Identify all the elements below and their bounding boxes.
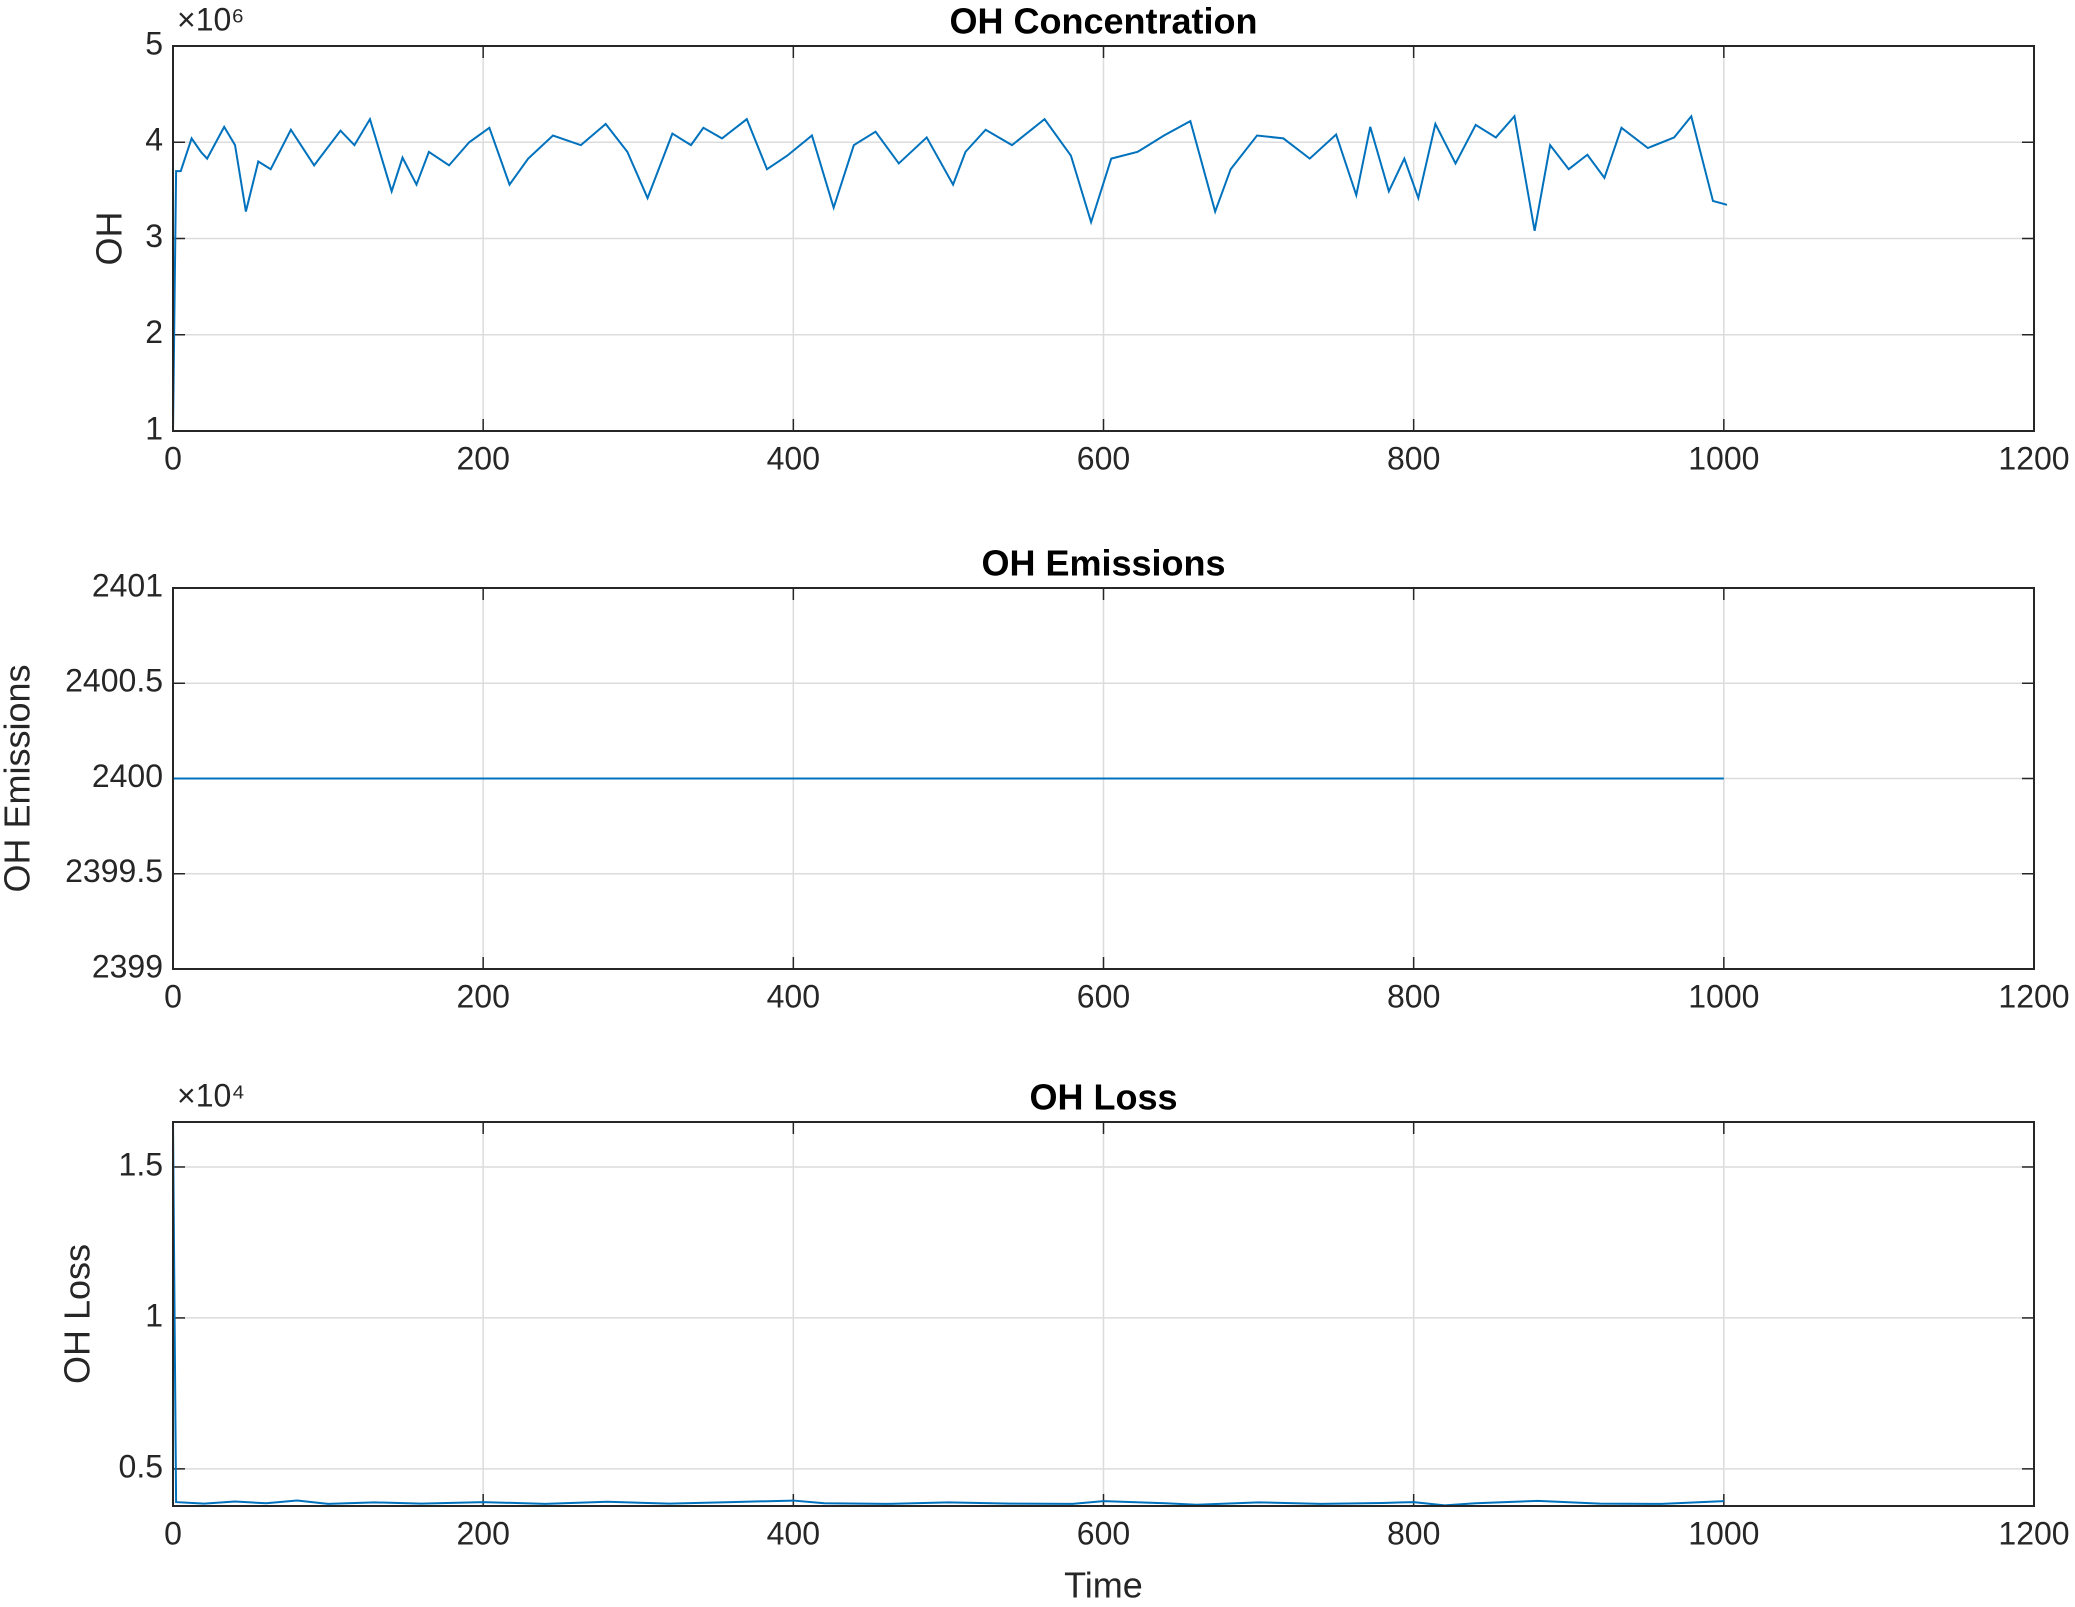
y-axis-label: OH xyxy=(89,212,130,266)
y-axis-label: OH Loss xyxy=(57,1244,98,1384)
y-multiplier: ×10⁶ xyxy=(177,1,244,37)
x-tick-label: 800 xyxy=(1387,440,1440,476)
axes-box xyxy=(172,1121,2035,1507)
y-tick-label: 2401 xyxy=(92,567,163,603)
y-tick-label: 3 xyxy=(145,218,163,254)
y-tick-label: 2 xyxy=(145,314,163,350)
x-tick-label: 400 xyxy=(767,440,820,476)
y-tick-label: 2400.5 xyxy=(65,663,163,699)
y-tick-label: 2399.5 xyxy=(65,853,163,889)
y-tick-label: 1 xyxy=(145,1297,163,1333)
x-tick-label: 400 xyxy=(767,978,820,1014)
data-line xyxy=(172,1121,1724,1507)
y-tick-label: 2400 xyxy=(92,758,163,794)
y-tick-label: 0.5 xyxy=(119,1448,163,1484)
x-tick-label: 0 xyxy=(164,978,182,1014)
y-tick-label: 1.5 xyxy=(119,1146,163,1182)
x-tick-label: 400 xyxy=(767,1515,820,1551)
x-tick-label: 800 xyxy=(1387,1515,1440,1551)
x-tick-label: 200 xyxy=(456,440,509,476)
x-tick-label: 600 xyxy=(1077,978,1130,1014)
x-tick-label: 0 xyxy=(164,440,182,476)
chart-title: OH Concentration xyxy=(949,1,1257,42)
x-tick-label: 600 xyxy=(1077,1515,1130,1551)
x-tick-label: 1200 xyxy=(1998,1515,2069,1551)
x-tick-label: 1000 xyxy=(1688,440,1759,476)
x-tick-label: 1000 xyxy=(1688,1515,1759,1551)
y-tick-label: 4 xyxy=(145,122,163,158)
x-tick-label: 600 xyxy=(1077,440,1130,476)
chart-title: OH Loss xyxy=(1029,1077,1177,1118)
x-tick-label: 0 xyxy=(164,1515,182,1551)
x-tick-label: 200 xyxy=(456,1515,509,1551)
x-tick-label: 200 xyxy=(456,978,509,1014)
y-multiplier: ×10⁴ xyxy=(177,1077,245,1113)
axes-box xyxy=(172,45,2035,432)
x-tick-label: 1200 xyxy=(1998,440,2069,476)
chart-title: OH Emissions xyxy=(981,543,1225,584)
y-tick-label: 2399 xyxy=(92,948,163,984)
x-tick-label: 800 xyxy=(1387,978,1440,1014)
data-line xyxy=(172,114,1728,432)
y-tick-label: 1 xyxy=(145,410,163,446)
x-axis-label: Time xyxy=(1064,1565,1143,1606)
y-tick-label: 5 xyxy=(145,25,163,61)
y-axis-label: OH Emissions xyxy=(0,664,38,892)
axes-box xyxy=(172,587,2035,970)
x-tick-label: 1000 xyxy=(1688,978,1759,1014)
x-tick-label: 1200 xyxy=(1998,978,2069,1014)
